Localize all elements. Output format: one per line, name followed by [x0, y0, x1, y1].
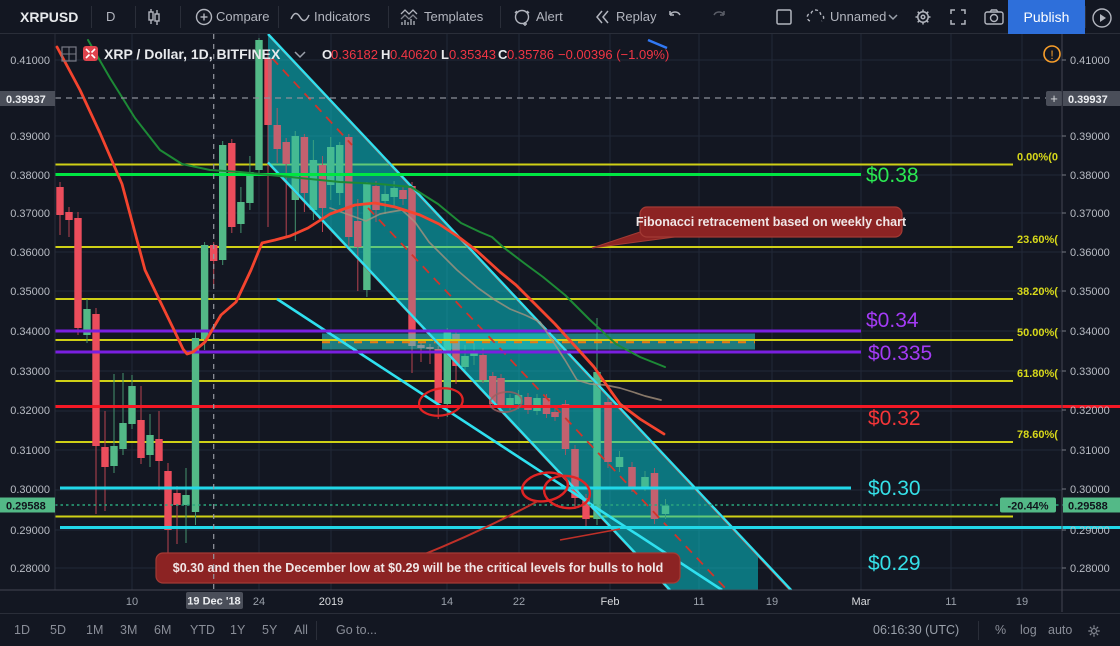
svg-text:19: 19: [1016, 596, 1028, 608]
svg-text:$0.38: $0.38: [866, 164, 919, 187]
svg-text:0.34000: 0.34000: [10, 326, 50, 338]
svg-text:61.80%(: 61.80%(: [1017, 368, 1058, 380]
svg-text:Feb: Feb: [601, 596, 620, 608]
svg-text:11: 11: [945, 596, 956, 608]
svg-text:2019: 2019: [319, 596, 343, 608]
svg-text:$0.29: $0.29: [868, 552, 921, 575]
svg-text:0.37000: 0.37000: [10, 208, 50, 220]
svg-text:H: H: [381, 47, 390, 62]
svg-text:22: 22: [513, 596, 525, 608]
svg-text:78.60%(: 78.60%(: [1017, 429, 1058, 441]
svg-text:0.34000: 0.34000: [1070, 326, 1110, 338]
svg-text:L: L: [441, 47, 449, 62]
svg-text:0.29588: 0.29588: [1068, 501, 1108, 513]
svg-text:0.30000: 0.30000: [10, 484, 50, 496]
svg-text:0.35000: 0.35000: [1070, 286, 1110, 298]
svg-text:0.41000: 0.41000: [10, 55, 50, 67]
svg-text:0.36000: 0.36000: [10, 247, 50, 259]
svg-text:38.20%(: 38.20%(: [1017, 286, 1058, 298]
svg-text:0.00%(0: 0.00%(0: [1017, 152, 1058, 164]
svg-text:11: 11: [693, 596, 704, 608]
svg-text:$0.34: $0.34: [866, 309, 919, 332]
svg-text:-20.44%: -20.44%: [1008, 501, 1049, 513]
svg-text:50.00%(: 50.00%(: [1017, 327, 1058, 339]
svg-text:0.38000: 0.38000: [1070, 170, 1110, 182]
svg-text:0.32000: 0.32000: [10, 405, 50, 417]
svg-text:0.33000: 0.33000: [10, 366, 50, 378]
svg-text:0.41000: 0.41000: [1070, 55, 1110, 67]
svg-text:0.37000: 0.37000: [1070, 208, 1110, 220]
svg-text:24: 24: [253, 596, 265, 608]
svg-text:$0.30: $0.30: [868, 477, 921, 500]
svg-text:0.39000: 0.39000: [10, 131, 50, 143]
svg-text:$0.32: $0.32: [868, 407, 921, 430]
svg-text:0.32000: 0.32000: [1070, 405, 1110, 417]
svg-text:$0.30 and then the December lo: $0.30 and then the December low at $0.29…: [173, 561, 663, 575]
svg-text:0.39937: 0.39937: [6, 94, 46, 106]
svg-text:0.39937: 0.39937: [1068, 94, 1108, 106]
svg-text:+: +: [1050, 91, 1058, 106]
svg-text:XRP / Dollar, 1D, BITFINEX: XRP / Dollar, 1D, BITFINEX: [104, 46, 281, 62]
svg-text:0.35786: 0.35786: [507, 47, 554, 62]
svg-text:0.31000: 0.31000: [1070, 445, 1110, 457]
svg-text:0.36182: 0.36182: [331, 47, 378, 62]
svg-text:!: !: [1050, 48, 1053, 62]
svg-text:0.38000: 0.38000: [10, 170, 50, 182]
svg-text:23.60%(: 23.60%(: [1017, 234, 1058, 246]
svg-text:0.35000: 0.35000: [10, 286, 50, 298]
svg-text:0.30000: 0.30000: [1070, 484, 1110, 496]
svg-text:19 Dec '18: 19 Dec '18: [187, 596, 240, 608]
svg-text:C: C: [498, 47, 508, 62]
svg-text:0.33000: 0.33000: [1070, 366, 1110, 378]
svg-text:Mar: Mar: [852, 596, 871, 608]
svg-text:0.36000: 0.36000: [1070, 247, 1110, 259]
svg-text:O: O: [322, 47, 332, 62]
svg-text:0.29588: 0.29588: [6, 501, 46, 513]
svg-text:0.29000: 0.29000: [10, 525, 50, 537]
svg-text:10: 10: [126, 596, 138, 608]
svg-text:0.31000: 0.31000: [10, 445, 50, 457]
svg-text:0.39000: 0.39000: [1070, 131, 1110, 143]
svg-text:0.28000: 0.28000: [10, 563, 50, 575]
svg-text:0.40620: 0.40620: [390, 47, 437, 62]
svg-text:0.28000: 0.28000: [1070, 563, 1110, 575]
svg-text:19: 19: [766, 596, 778, 608]
svg-text:0.29000: 0.29000: [1070, 525, 1110, 537]
svg-text:0.35343: 0.35343: [449, 47, 496, 62]
svg-text:$0.335: $0.335: [868, 342, 932, 365]
svg-text:Fibonacci retracement based on: Fibonacci retracement based on weekly ch…: [636, 215, 907, 229]
svg-text:14: 14: [441, 596, 453, 608]
svg-text:−0.00396 (−1.09%): −0.00396 (−1.09%): [558, 47, 669, 62]
